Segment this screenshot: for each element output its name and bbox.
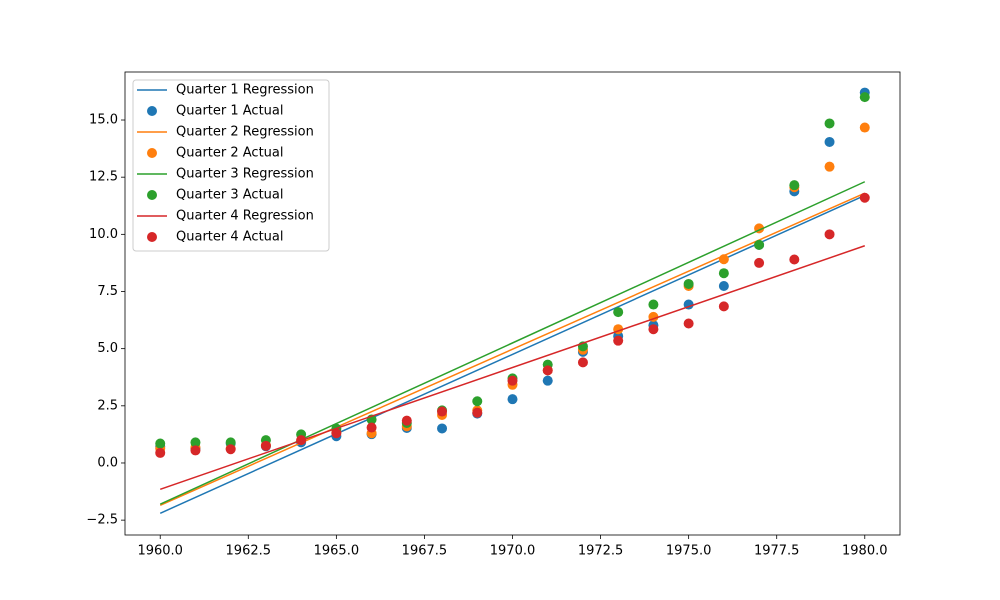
legend-label: Quarter 2 Actual (176, 146, 284, 161)
point (789, 180, 800, 191)
x-tick-label: 1960.0 (137, 544, 183, 559)
legend-label: Quarter 1 Actual (176, 104, 284, 119)
point (824, 118, 835, 129)
point (331, 428, 342, 439)
legend-label: Quarter 4 Regression (176, 209, 314, 224)
x-tick-label: 1970.0 (490, 544, 536, 559)
point (507, 394, 518, 405)
point (472, 396, 483, 407)
point (296, 435, 307, 446)
point (613, 307, 624, 318)
regression-line (159, 181, 866, 505)
point (718, 254, 729, 265)
y-tick-label: 12.5 (89, 170, 118, 185)
point (824, 229, 835, 240)
point (824, 161, 835, 172)
y-tick-label: 0.0 (97, 455, 118, 470)
y-tick-label: 15.0 (89, 113, 118, 128)
point (155, 438, 166, 449)
point (648, 299, 659, 310)
point (260, 440, 271, 451)
plot-area (155, 87, 870, 514)
point (366, 422, 377, 433)
point (718, 268, 729, 279)
x-tick-label: 1962.5 (226, 544, 272, 559)
y-tick-label: −2.5 (86, 513, 118, 528)
legend-label: Quarter 1 Regression (176, 83, 314, 98)
y-tick-label: 7.5 (97, 284, 118, 299)
x-tick-label: 1967.5 (402, 544, 448, 559)
legend-label: Quarter 3 Actual (176, 188, 284, 203)
point (683, 278, 694, 289)
point (577, 357, 588, 368)
y-tick-label: 5.0 (97, 341, 118, 356)
point (225, 437, 236, 448)
point (190, 437, 201, 448)
point (437, 423, 448, 434)
point (789, 254, 800, 265)
point (718, 281, 729, 292)
point (542, 365, 553, 376)
point (859, 122, 870, 133)
legend-marker (147, 232, 157, 242)
point (472, 407, 483, 418)
point (824, 136, 835, 147)
legend-label: Quarter 2 Regression (176, 125, 314, 140)
point (754, 239, 765, 250)
point (754, 257, 765, 268)
point (683, 318, 694, 329)
point (190, 445, 201, 456)
regression-line (159, 245, 866, 490)
legend-marker (147, 148, 157, 158)
point (648, 324, 659, 335)
x-tick-label: 1972.5 (578, 544, 624, 559)
legend-label: Quarter 3 Regression (176, 167, 314, 182)
x-tick-label: 1977.5 (754, 544, 800, 559)
point (859, 92, 870, 103)
point (859, 192, 870, 203)
regression-line (159, 192, 866, 506)
x-tick-label: 1965.0 (314, 544, 360, 559)
point (225, 444, 236, 455)
legend-marker (147, 190, 157, 200)
y-tick-label: 2.5 (97, 398, 118, 413)
point (155, 447, 166, 458)
y-tick-label: 10.0 (89, 227, 118, 242)
point (542, 375, 553, 386)
point (401, 415, 412, 426)
x-tick-label: 1980.0 (842, 544, 888, 559)
point (507, 375, 518, 386)
legend-label: Quarter 4 Actual (176, 230, 284, 245)
legend-marker (147, 106, 157, 116)
legend: Quarter 1 Regression Quarter 1 Actual Quar… (132, 79, 330, 252)
legend-box (132, 79, 330, 252)
x-tick-label: 1975.0 (666, 544, 712, 559)
plot-frame (124, 71, 901, 536)
point (437, 406, 448, 417)
point (718, 301, 729, 312)
regression-line (159, 194, 866, 514)
point (613, 335, 624, 346)
